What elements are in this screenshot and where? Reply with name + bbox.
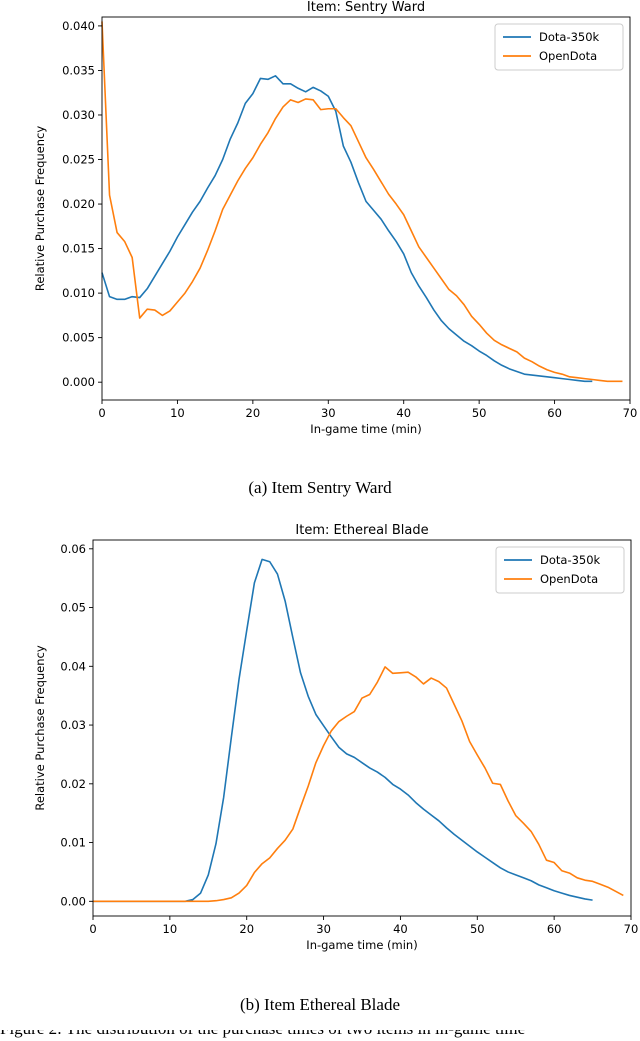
- x-tick-label: 40: [393, 922, 408, 936]
- x-axis-label: In-game time (min): [310, 422, 421, 436]
- x-tick-label: 60: [547, 406, 562, 420]
- legend-label: Dota-350k: [540, 553, 601, 567]
- y-tick-label: 0.05: [60, 601, 86, 615]
- x-tick-label: 10: [170, 406, 185, 420]
- x-tick-label: 30: [316, 922, 331, 936]
- y-tick-label: 0.04: [60, 659, 86, 673]
- y-tick-label: 0.030: [62, 108, 95, 122]
- legend-box: [495, 546, 625, 594]
- x-tick-label: 50: [470, 922, 485, 936]
- x-tick-label: 30: [321, 406, 336, 420]
- y-axis-label: Relative Purchase Frequency: [33, 645, 47, 811]
- y-tick-label: 0.00: [60, 894, 86, 908]
- plot-frame: [101, 16, 631, 401]
- x-tick-label: 50: [472, 406, 487, 420]
- ethereal-series-opendota: [93, 666, 624, 903]
- caption-a: (a) Item Sentry Ward: [248, 478, 392, 497]
- x-tick-label: 0: [98, 406, 105, 420]
- x-tick-label: 0: [89, 922, 96, 936]
- y-tick-label: 0.03: [60, 718, 86, 732]
- figure-caption-fragment: Figure 2: The distribution of the purcha…: [0, 1030, 640, 1041]
- x-tick-label: 60: [547, 922, 562, 936]
- y-tick-label: 0.010: [62, 286, 95, 300]
- caption-b: (b) Item Ethereal Blade: [239, 995, 400, 1014]
- sentry-series-opendota: [101, 21, 623, 383]
- y-tick-label: 0.035: [62, 63, 95, 77]
- x-tick-label: 20: [246, 406, 261, 420]
- y-tick-label: 0.020: [62, 197, 95, 211]
- x-tick-label: 40: [396, 406, 411, 420]
- y-tick-label: 0.005: [62, 331, 95, 345]
- y-axis-label: Relative Purchase Frequency: [33, 126, 47, 292]
- y-tick-label: 0.000: [62, 375, 95, 389]
- y-tick-label: 0.025: [62, 153, 95, 167]
- ethereal-series-dota-350k: [93, 558, 593, 903]
- x-tick-label: 70: [624, 922, 639, 936]
- legend-label: OpenDota: [539, 49, 597, 63]
- legend-label: OpenDota: [540, 572, 598, 586]
- y-tick-label: 0.01: [60, 836, 86, 850]
- plot-frame: [92, 539, 632, 917]
- x-tick-label: 10: [163, 922, 178, 936]
- y-tick-label: 0.06: [60, 542, 86, 556]
- sentry-series-dota-350k: [101, 74, 593, 383]
- chart-title: Item: Sentry Ward: [307, 0, 425, 15]
- y-tick-label: 0.040: [62, 19, 95, 33]
- x-tick-label: 20: [239, 922, 254, 936]
- y-tick-label: 0.02: [60, 777, 86, 791]
- chart-ethereal-blade: Item: Ethereal Blade 0 10 20 30 40 50 60 70 0.00 0…: [33, 523, 639, 952]
- x-axis-label: In-game time (min): [306, 938, 417, 952]
- legend-label: Dota-350k: [539, 30, 600, 44]
- x-tick-label: 70: [623, 406, 638, 420]
- chart-sentry-ward: Item: Sentry Ward 0 10 20 30 40 50 60 70 0.000 0.0…: [33, 0, 638, 436]
- y-tick-label: 0.015: [62, 242, 95, 256]
- chart-title: Item: Ethereal Blade: [295, 523, 428, 538]
- legend-box: [494, 23, 624, 71]
